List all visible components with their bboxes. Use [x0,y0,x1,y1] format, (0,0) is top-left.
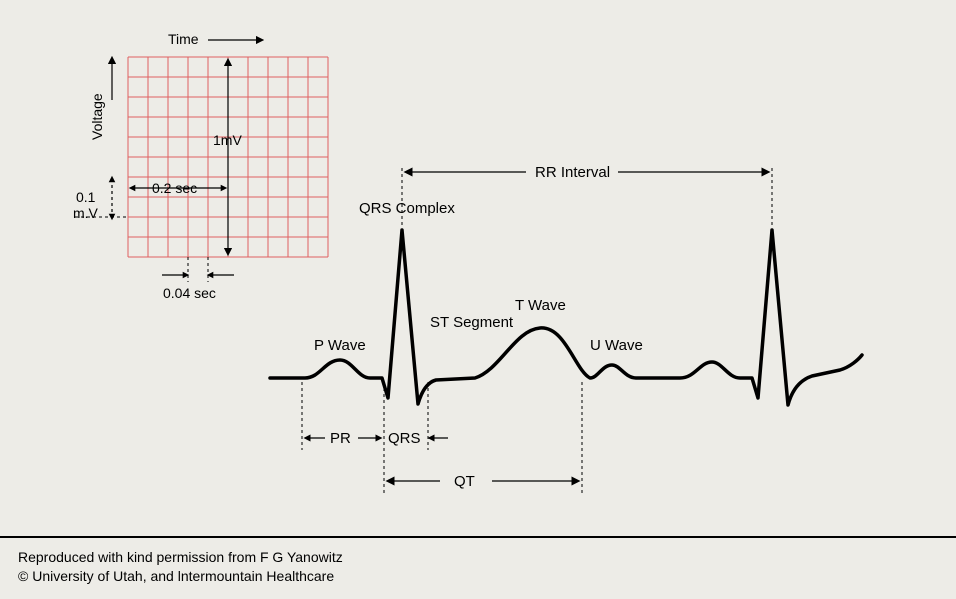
ecg-waveform [270,230,862,405]
qrs-complex-label: QRS Complex [359,200,455,217]
attribution-line-2: © University of Utah, and lntermountain … [18,568,938,584]
st-segment-label: ST Segment [430,314,514,331]
point2sec-label: 0.2 sec [152,180,197,196]
pr-label: PR [330,430,351,447]
qt-label: QT [454,473,475,490]
attribution-footer: Reproduced with kind permission from F G… [0,536,956,599]
voltage-axis-label: Voltage [89,93,105,140]
p-wave-label: P Wave [314,337,366,354]
rr-interval-label: RR Interval [535,164,610,181]
u-wave-label: U Wave [590,337,643,354]
qrs-label: QRS [388,430,421,447]
one-mv-label: 1mV [213,132,242,148]
point1mv-label-b: m.V [73,205,99,221]
point04sec-label: 0.04 sec [163,285,216,301]
t-wave-label: T Wave [515,297,566,314]
ecg-diagram: Time Voltage 1mV 0.2 sec 0.1 m.V 0.04 se… [0,0,956,528]
time-axis-label: Time [168,31,199,47]
attribution-line-1: Reproduced with kind permission from F G… [18,549,938,565]
point1mv-label-a: 0.1 [76,189,96,205]
